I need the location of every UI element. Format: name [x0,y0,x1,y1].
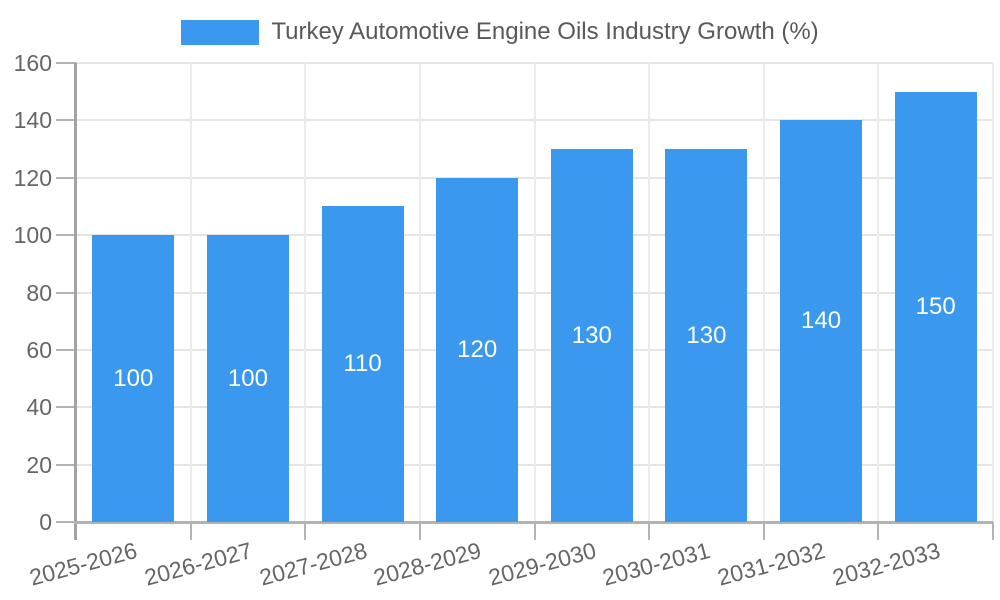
x-gridline [762,63,765,522]
y-tick [56,119,76,122]
y-tick [56,234,76,237]
x-tick [418,522,421,540]
y-tick-label: 40 [26,394,52,421]
bar[interactable]: 100 [206,235,289,522]
bar-value-label: 110 [343,350,382,378]
legend-item[interactable]: Turkey Automotive Engine Oils Industry G… [181,18,819,46]
x-gridline [877,63,880,522]
y-tick-label: 20 [26,451,52,478]
bar[interactable]: 120 [436,177,519,522]
bar[interactable]: 150 [894,91,977,522]
x-tick [189,522,192,540]
x-gridline [189,63,192,522]
y-tick-label: 0 [39,509,52,535]
x-axis-line [74,521,993,524]
y-tick [56,176,76,179]
y-tick-label: 120 [13,164,52,191]
chart-title: Turkey Automotive Engine Oils Industry G… [271,18,819,45]
x-tick [304,522,307,540]
x-tick [762,522,765,540]
x-gridline [304,63,307,522]
bar-value-label: 140 [801,307,842,335]
bar[interactable]: 130 [550,149,633,522]
x-tick [533,522,536,540]
y-tick [56,463,76,466]
x-gridline [992,63,994,522]
y-tick-label: 140 [13,107,52,134]
bar[interactable]: 100 [92,235,175,522]
bar-value-label: 130 [686,321,727,349]
bar-value-label: 150 [915,292,956,320]
bar[interactable]: 130 [665,149,748,522]
y-tick [56,521,76,523]
legend-swatch-icon [181,19,260,45]
legend: Turkey Automotive Engine Oils Industry G… [0,14,1000,50]
x-gridline [418,63,421,522]
bar-value-label: 100 [227,364,268,392]
x-tick [877,522,880,540]
bar-value-label: 130 [571,321,612,349]
bar-value-label: 120 [457,335,498,363]
x-tick [992,522,994,540]
y-tick [56,291,76,294]
bar-value-label: 100 [113,364,154,392]
y-tick-label: 80 [26,279,52,306]
bar[interactable]: 140 [780,120,863,522]
y-tick-label: 100 [13,222,52,249]
bar[interactable]: 110 [321,206,404,522]
y-tick [56,406,76,409]
y-axis-line [74,63,77,540]
y-tick-label: 60 [26,336,52,363]
y-tick-label: 160 [13,50,52,76]
y-tick [56,348,76,351]
x-tick [648,522,651,540]
x-gridline [533,63,536,522]
y-tick [56,62,76,64]
x-gridline [648,63,651,522]
